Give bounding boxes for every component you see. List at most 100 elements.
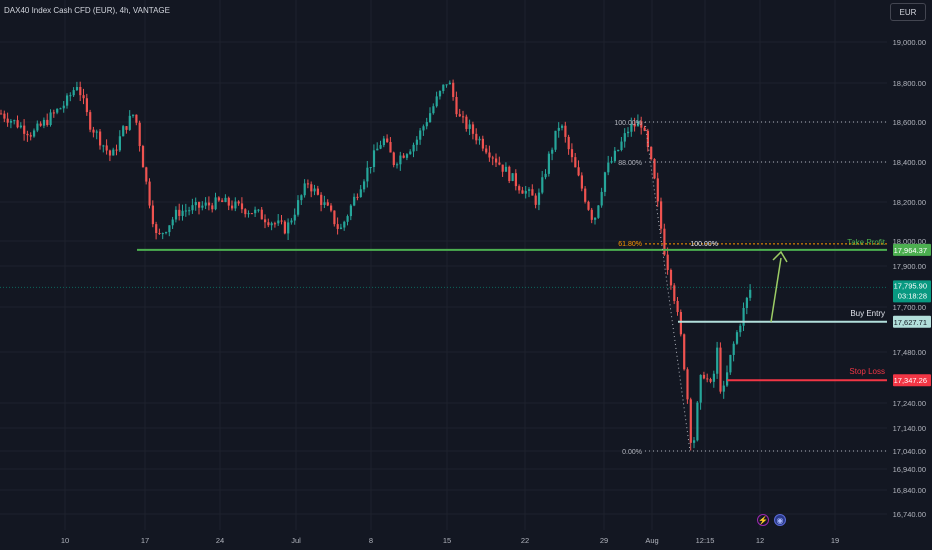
candle xyxy=(438,90,442,97)
candle xyxy=(29,135,32,137)
candle xyxy=(267,222,270,226)
candle xyxy=(468,124,471,129)
candle xyxy=(320,194,323,205)
candle xyxy=(49,112,52,126)
candle xyxy=(19,125,22,128)
candle xyxy=(39,123,42,126)
candle xyxy=(551,149,554,154)
candle xyxy=(396,164,399,166)
candle xyxy=(415,139,418,145)
candle xyxy=(204,202,207,206)
candle xyxy=(69,95,72,97)
time-tick-label: 29 xyxy=(600,536,608,545)
candle xyxy=(237,201,240,204)
candle xyxy=(574,157,577,168)
candle xyxy=(432,106,435,114)
candle xyxy=(313,188,316,192)
candle xyxy=(471,124,475,134)
fib-extension-label: 61.80% xyxy=(618,241,642,248)
candle xyxy=(3,113,6,119)
candle xyxy=(683,334,686,370)
candle xyxy=(630,123,633,132)
buy-entry-tag-label: 17,627.71 xyxy=(894,318,927,327)
candle xyxy=(636,121,640,127)
price-tick-label: 18,600.00 xyxy=(893,118,926,127)
price-tick-label: 17,040.00 xyxy=(893,447,926,456)
candle xyxy=(623,133,626,142)
candle xyxy=(323,202,326,205)
candle xyxy=(511,173,514,182)
candle xyxy=(184,210,187,212)
candle xyxy=(712,373,715,382)
candle xyxy=(16,120,19,128)
currency-button[interactable]: EUR xyxy=(890,3,926,21)
candle xyxy=(306,183,310,185)
candle xyxy=(640,121,643,128)
fib-trend-line xyxy=(644,121,691,452)
time-tick-label: 12:15 xyxy=(696,536,715,545)
candle xyxy=(99,131,102,146)
candle xyxy=(419,130,422,140)
candle xyxy=(287,222,290,234)
candle xyxy=(452,82,455,97)
price-tick-label: 17,140.00 xyxy=(893,424,926,433)
symbol-title: DAX40 Index Cash CFD (EUR), 4h, VANTAGE xyxy=(4,6,170,15)
candle xyxy=(485,148,488,153)
last-price-tag-label: 17,795.90 xyxy=(894,281,927,290)
candle xyxy=(422,126,425,131)
price-tick-label: 17,240.00 xyxy=(893,399,926,408)
candle xyxy=(660,201,663,229)
candle xyxy=(132,114,135,116)
take-profit-label: Take Profit xyxy=(847,238,886,247)
candle xyxy=(250,213,253,215)
candle xyxy=(607,162,610,173)
candle xyxy=(524,190,527,194)
candle xyxy=(646,130,649,147)
chart-drawings: Take Profit Buy Entry Stop Loss 100.00% 88.0… xyxy=(0,120,887,456)
event-icon[interactable]: ◉ xyxy=(774,514,786,526)
candle xyxy=(722,385,725,392)
candle xyxy=(475,133,478,141)
candle xyxy=(224,197,227,203)
candle xyxy=(122,126,125,137)
candle xyxy=(108,150,112,156)
candle xyxy=(617,150,620,152)
candle xyxy=(227,197,230,206)
candle xyxy=(260,209,263,220)
candle xyxy=(676,300,679,313)
flash-icon[interactable]: ⚡ xyxy=(757,514,769,526)
candle xyxy=(603,172,607,192)
time-axis: 10 17 24 Jul 8 15 22 29 Aug 12:15 12 19 xyxy=(61,536,839,545)
candle xyxy=(643,127,646,131)
candle xyxy=(392,152,395,166)
chart-grid xyxy=(0,0,887,530)
candle xyxy=(273,223,277,225)
price-tick-label: 16,740.00 xyxy=(893,510,926,519)
price-tick-label: 16,840.00 xyxy=(893,486,926,495)
candle xyxy=(597,205,600,218)
candle xyxy=(379,145,382,149)
candle xyxy=(488,152,491,158)
candle xyxy=(59,108,62,110)
candle xyxy=(270,223,273,226)
stop-loss-tag xyxy=(893,374,931,387)
countdown-label: 03:18:28 xyxy=(898,291,927,300)
candle xyxy=(316,188,319,195)
candle xyxy=(445,84,448,86)
candle xyxy=(297,200,300,215)
candle xyxy=(66,95,69,106)
candle xyxy=(240,203,244,210)
candle xyxy=(72,90,75,96)
candle xyxy=(135,114,138,123)
candle xyxy=(587,201,590,210)
candle xyxy=(745,297,748,308)
candle xyxy=(211,205,214,210)
candle xyxy=(214,197,217,210)
candle xyxy=(531,189,534,196)
candle xyxy=(504,166,508,172)
fib-level-label: 88.00% xyxy=(618,160,642,167)
candle xyxy=(141,146,145,168)
price-tick-label: 19,000.00 xyxy=(893,38,926,47)
candle xyxy=(541,177,544,193)
